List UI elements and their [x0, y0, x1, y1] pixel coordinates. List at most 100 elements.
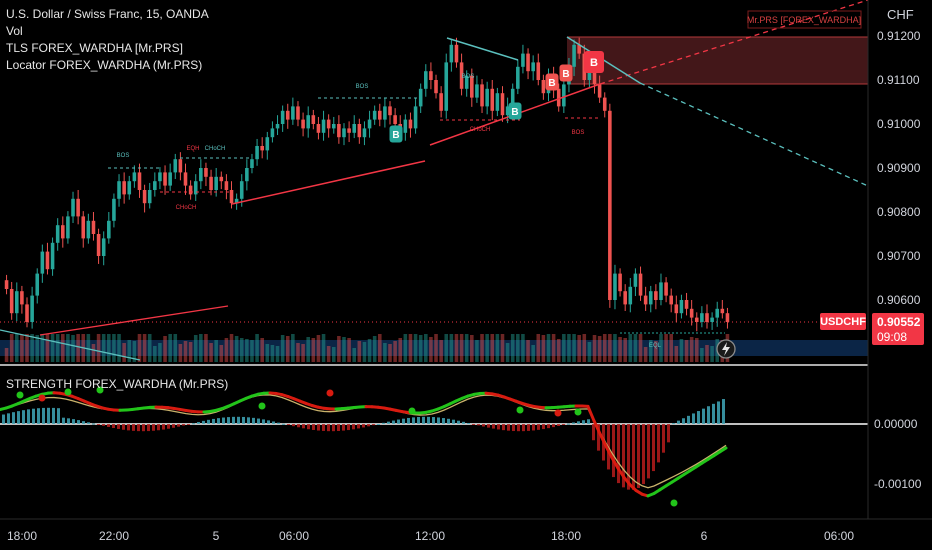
strength-hist-bar	[47, 407, 50, 424]
volume-bar	[367, 339, 372, 362]
candle-body	[311, 115, 316, 124]
volume-bar	[347, 338, 351, 362]
candle-body	[362, 128, 367, 138]
strength-hist-bar	[197, 421, 200, 424]
price-axis[interactable]: 0.91200 0.91100 0.91000 0.90900 0.90800 0.907…	[877, 29, 921, 307]
strength-hist-bar	[237, 416, 240, 424]
strength-hist-bar	[572, 422, 575, 424]
volume-bar	[255, 334, 259, 362]
strength-hist-bar	[357, 424, 360, 429]
volume-bar	[45, 334, 50, 362]
strength-hist-bar	[102, 424, 105, 426]
candle-body	[720, 308, 725, 314]
structure-label: BOS	[572, 130, 585, 136]
volume-bar	[398, 338, 403, 362]
candle-body	[643, 295, 648, 305]
candle-body	[255, 146, 259, 160]
volume-bar	[485, 334, 489, 362]
volume-bar	[475, 340, 479, 362]
strength-hist-bar	[82, 421, 85, 424]
watermark-tag: Mr.PRS [FOREX_WARDHA]	[747, 15, 861, 25]
candle-body	[199, 168, 203, 182]
candle-body	[613, 273, 617, 300]
volume-bar	[393, 341, 397, 362]
volume-bar	[270, 345, 275, 362]
strength-hist-bar	[92, 423, 95, 425]
candle-body	[541, 80, 546, 94]
candle-body	[516, 66, 520, 89]
strength-hist-bar	[257, 418, 260, 424]
time-tick-label: 06:00	[279, 529, 309, 543]
strength-hist-bar	[337, 424, 340, 431]
volume-bar	[362, 342, 367, 362]
volume-bar	[306, 337, 310, 362]
volume-bar	[654, 341, 658, 362]
volume-bar	[4, 348, 9, 362]
volume-bar	[168, 334, 172, 362]
candle-body	[209, 176, 213, 190]
strength-hist-bar	[267, 420, 270, 424]
strength-hist-bar	[502, 424, 505, 431]
volume-bar	[521, 334, 525, 362]
strength-hist-bar	[122, 424, 125, 430]
indicator-tls[interactable]: TLS FOREX_WARDHA [Mr.PRS]	[6, 41, 183, 55]
volume-bar	[199, 334, 203, 362]
strength-hist-bar	[297, 424, 300, 428]
strength-hist-bar	[202, 420, 205, 424]
volume-bar	[403, 334, 408, 362]
strength-hist-bar	[552, 424, 555, 428]
indicator-locator[interactable]: Locator FOREX_WARDHA (Mr.PRS)	[6, 58, 203, 72]
volume-bar	[546, 334, 551, 362]
ticker-badge-label: USDCHF	[820, 316, 866, 328]
time-tick-label: 22:00	[99, 529, 129, 543]
candle-body	[495, 93, 500, 111]
volume-bar	[311, 338, 316, 362]
volume-bar	[280, 335, 285, 362]
strength-hist-bar	[37, 408, 40, 424]
structure-label: BOS	[356, 84, 369, 90]
time-axis[interactable]: 18:00 22:00 5 06:00 12:00 18:00 6 06:00	[7, 529, 854, 543]
volume-bar	[710, 346, 714, 362]
symbol-title[interactable]: U.S. Dollar / Swiss Franc, 15, OANDA	[6, 7, 209, 21]
candle-body	[229, 190, 234, 204]
indicator-vol[interactable]: Vol	[6, 24, 23, 38]
candle-body	[40, 251, 45, 274]
lightning-icon[interactable]	[716, 339, 736, 359]
volume-bar	[352, 348, 357, 362]
candle-body	[250, 159, 254, 168]
strength-hist-bar	[317, 424, 320, 431]
volume-bar	[30, 334, 34, 362]
volume-bar	[66, 334, 70, 362]
candle-body	[306, 115, 310, 129]
trendline-red-1	[231, 160, 426, 205]
candle-body	[536, 62, 541, 80]
strength-hist-bar	[252, 417, 255, 424]
volume-bar	[342, 337, 346, 362]
candle-body	[388, 106, 392, 116]
last-price-badge	[872, 313, 924, 345]
volume-bar	[418, 335, 423, 362]
strength-hist-bar	[537, 424, 540, 430]
strength-axis[interactable]: 0.00000 -0.00100	[874, 417, 922, 491]
strength-hist-bar	[312, 424, 315, 430]
volume-bar	[551, 334, 556, 362]
strength-hist-bar	[277, 422, 280, 424]
volume-bar	[587, 342, 592, 362]
candle-body	[562, 84, 566, 107]
candle-body	[9, 289, 14, 314]
strength-hist-bar	[482, 424, 485, 427]
candle-body	[219, 176, 224, 182]
cross-dot	[326, 389, 334, 397]
price-tick-label: 0.90700	[877, 249, 921, 263]
volume-bar	[679, 339, 684, 362]
strength-hist-bar	[322, 424, 325, 431]
candle-body	[4, 280, 9, 289]
volume-bar	[331, 347, 336, 362]
strength-hist-bar	[362, 424, 365, 428]
volume-bar	[638, 334, 643, 362]
strength-indicator-title[interactable]: STRENGTH FOREX_WARDHA (Mr.PRS)	[6, 377, 229, 391]
volume-bar	[183, 341, 188, 362]
candle-body	[403, 119, 408, 133]
